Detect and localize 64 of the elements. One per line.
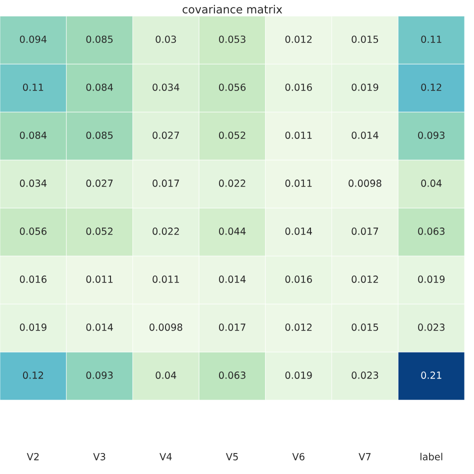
data-label: 0.052 [86, 228, 112, 235]
data-label: 0.034 [20, 180, 47, 187]
data-label: 0.019 [20, 324, 46, 331]
data-label: 0.019 [352, 84, 378, 91]
data-label: 0.017 [352, 228, 378, 235]
data-label: 0.015 [352, 36, 378, 43]
data-label: 0.12 [421, 84, 442, 91]
data-label: 0.012 [285, 36, 312, 43]
data-label: 0.085 [86, 132, 113, 139]
data-label: 0.063 [218, 372, 246, 379]
data-label: 0.084 [20, 132, 47, 139]
x-tick-label: V3 [93, 453, 106, 460]
data-label: 0.04 [156, 372, 176, 379]
data-label: 0.093 [86, 372, 113, 379]
data-label: 0.019 [285, 372, 312, 379]
data-label: 0.011 [86, 276, 113, 283]
data-label: 0.044 [218, 228, 246, 235]
data-label: 0.019 [418, 276, 445, 283]
data-label: 0.017 [218, 324, 246, 331]
data-label: 0.04 [421, 180, 442, 187]
data-label: 0.21 [421, 372, 442, 379]
data-label: 0.056 [20, 228, 46, 235]
data-label: 0.085 [86, 36, 113, 43]
x-tick-label: V2 [26, 453, 39, 460]
data-label: 0.022 [152, 228, 179, 235]
x-tick-label: V7 [358, 453, 371, 460]
data-label: 0.011 [285, 180, 312, 187]
data-label: 0.11 [421, 36, 442, 43]
data-label: 0.052 [218, 132, 246, 139]
x-tick-label: V4 [160, 453, 172, 460]
data-label: 0.014 [86, 324, 113, 331]
data-label: 0.034 [152, 84, 180, 91]
data-label: 0.12 [22, 372, 44, 379]
data-label: 0.0098 [150, 324, 182, 331]
data-label: 0.016 [285, 84, 312, 91]
data-label: 0.023 [352, 372, 378, 379]
data-label: 0.094 [20, 36, 47, 43]
x-tick-label: label [420, 452, 442, 460]
data-label: 0.014 [352, 132, 378, 139]
data-label: 0.016 [20, 276, 46, 283]
data-label: 0.023 [418, 324, 444, 331]
chart-title: covariance matrix [182, 4, 282, 14]
x-tick-label: V6 [292, 453, 304, 460]
data-label: 0.0098 [348, 180, 382, 187]
data-label: 0.014 [218, 276, 246, 283]
data-label: 0.063 [418, 228, 444, 235]
data-label: 0.03 [156, 36, 176, 43]
data-label: 0.016 [285, 276, 312, 283]
data-label: 0.11 [22, 84, 44, 91]
data-label: 0.093 [418, 132, 444, 139]
data-label: 0.011 [152, 276, 179, 283]
data-label: 0.015 [352, 324, 378, 331]
data-label: 0.053 [218, 36, 246, 43]
data-label: 0.027 [152, 132, 179, 139]
data-label: 0.056 [218, 84, 246, 91]
data-label: 0.027 [86, 180, 113, 187]
data-label: 0.012 [285, 324, 312, 331]
data-label: 0.017 [152, 180, 179, 187]
data-label: 0.084 [86, 84, 113, 91]
data-label: 0.014 [285, 228, 312, 235]
x-tick-label: V5 [226, 453, 238, 460]
data-label: 0.012 [352, 276, 378, 283]
data-label: 0.022 [218, 180, 246, 187]
data-label: 0.011 [285, 132, 312, 139]
